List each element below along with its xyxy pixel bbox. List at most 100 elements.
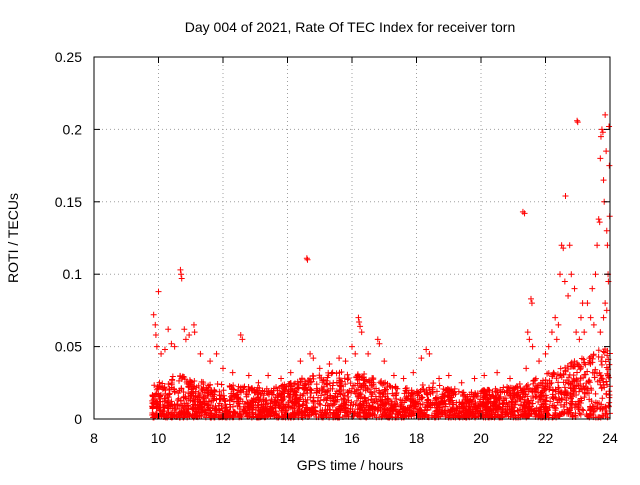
data-point [332,394,339,401]
data-point [435,404,442,411]
data-point [484,400,491,407]
data-point [517,385,524,392]
data-point [526,336,533,343]
data-point [155,393,162,400]
data-point [343,408,350,415]
data-point [329,382,336,389]
data-point [325,369,332,376]
data-point [445,398,452,405]
data-point [433,388,440,395]
data-point [576,388,583,395]
data-point [298,376,305,383]
data-point [276,404,283,411]
data-point [320,377,327,384]
data-point [300,398,307,405]
data-point [178,409,185,416]
data-point [581,329,588,336]
data-point [424,397,431,404]
data-point [383,406,390,413]
data-point [412,404,419,411]
data-point [577,375,584,382]
data-point [181,326,188,333]
data-point [214,380,221,387]
data-point [384,395,391,402]
data-point [263,406,270,413]
data-point [548,379,555,386]
data-point [287,388,294,395]
data-point [503,387,510,394]
data-point [355,386,362,393]
data-point [347,408,354,415]
data-point [427,400,434,407]
data-point [466,391,473,398]
data-point [259,404,266,411]
data-point [327,395,334,402]
data-point [376,387,383,394]
data-point [376,340,383,347]
data-point [220,365,226,372]
data-point [494,389,501,396]
data-point [393,390,400,397]
data-point [408,389,415,396]
data-point [394,401,401,408]
data-point [191,383,198,390]
data-point [326,406,333,413]
data-point [285,404,292,411]
data-point [368,382,375,389]
data-point [166,391,173,398]
data-point [342,358,349,365]
data-point [295,381,302,388]
data-point [567,381,574,388]
data-point [381,358,388,365]
data-point [324,381,331,388]
data-point [513,383,520,390]
data-point [592,399,599,406]
data-point [212,405,219,412]
data-point [382,387,389,394]
data-point [324,394,331,401]
data-point [576,336,583,343]
data-point [355,314,362,321]
data-point [597,329,604,336]
data-point [587,410,594,417]
data-point [186,377,193,384]
data-point [380,380,387,387]
data-point [234,387,241,394]
data-point [577,314,584,321]
data-point [333,398,340,405]
data-point [553,375,560,382]
data-point [184,380,191,387]
data-point [535,389,542,396]
data-point [218,412,225,419]
data-point [248,402,255,409]
data-point [402,405,409,412]
data-point [285,380,292,387]
data-point [357,391,364,398]
data-point [169,373,176,380]
data-point [409,410,416,417]
data-point [196,403,203,410]
data-point [419,401,426,408]
data-point [521,391,528,398]
data-point [546,386,553,393]
data-point [152,332,159,339]
data-point [286,394,293,401]
data-point [556,396,563,403]
data-point [237,405,244,412]
data-point [577,411,584,418]
data-point [182,403,189,410]
data-point [472,401,479,408]
data-point [535,382,542,389]
data-point [595,347,602,354]
data-point [603,390,610,397]
data-point [521,398,528,405]
data-point [356,318,363,325]
data-point [174,402,181,409]
data-point [560,245,567,252]
data-point [300,390,307,397]
data-point [455,388,462,395]
data-point [252,389,259,396]
data-point [189,406,196,413]
data-point [502,409,509,416]
data-point [584,368,591,375]
